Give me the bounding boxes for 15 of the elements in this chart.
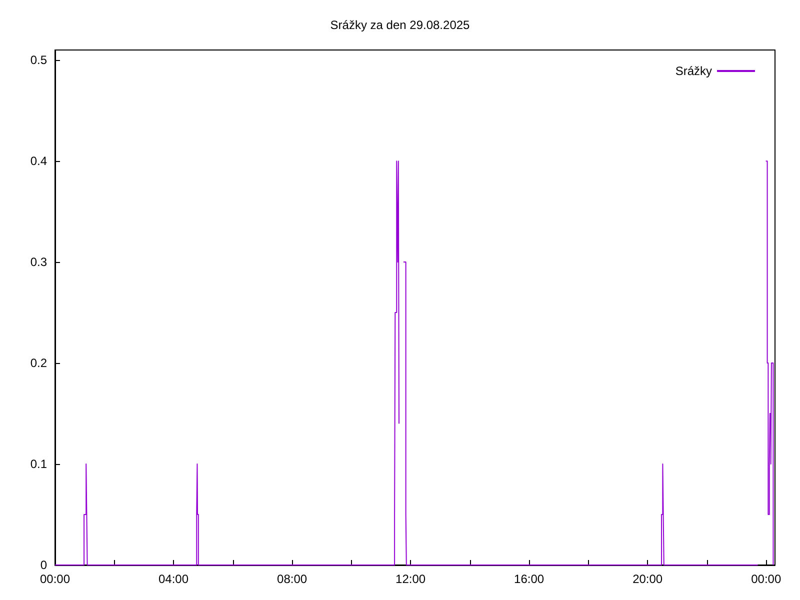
y-tick-label: 0 xyxy=(40,558,48,572)
y-tick-label: 0.1 xyxy=(30,457,48,472)
x-tick-label: 20:00 xyxy=(632,572,663,586)
x-tick-label: 04:00 xyxy=(158,572,189,586)
y-tick-label: 0.2 xyxy=(30,356,48,370)
x-tick-label: 12:00 xyxy=(396,572,426,586)
legend-label: Srážky xyxy=(675,64,712,78)
y-tick-label: 0.5 xyxy=(30,53,48,68)
x-tick-label: 08:00 xyxy=(277,572,308,586)
x-tick-label: 16:00 xyxy=(514,572,544,586)
y-tick-label: 0.3 xyxy=(30,255,48,270)
chart-title: Srážky za den 29.08.2025 xyxy=(330,18,470,32)
y-tick-label: 0.4 xyxy=(30,154,48,168)
x-tick-label: 00:00 xyxy=(40,572,70,586)
x-tick-label: 00:00 xyxy=(751,572,782,586)
